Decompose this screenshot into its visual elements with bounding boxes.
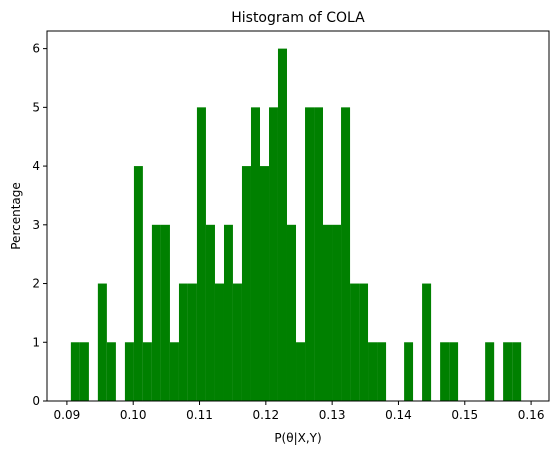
bar: [449, 342, 459, 401]
bar: [196, 107, 206, 401]
bar: [323, 224, 333, 401]
x-tick-label: 0.10: [120, 408, 147, 422]
bar: [277, 48, 287, 401]
bar: [296, 342, 306, 401]
bar: [133, 166, 143, 401]
bar: [404, 342, 414, 401]
bar: [178, 283, 188, 401]
bar: [223, 224, 233, 401]
x-tick-label: 0.12: [252, 408, 279, 422]
bar: [214, 283, 224, 401]
y-tick-label: 0: [32, 394, 40, 408]
bar: [232, 283, 242, 401]
y-axis-label: Percentage: [9, 182, 23, 250]
x-tick-label: 0.13: [319, 408, 346, 422]
x-tick-label: 0.14: [385, 408, 412, 422]
bar: [377, 342, 387, 401]
bar: [422, 283, 432, 401]
bar: [70, 342, 80, 401]
x-tick-label: 0.16: [518, 408, 545, 422]
bar: [106, 342, 116, 401]
y-tick-label: 5: [32, 100, 40, 114]
bar: [305, 107, 315, 401]
y-tick-label: 3: [32, 218, 40, 232]
bar: [485, 342, 495, 401]
bar: [269, 107, 278, 401]
x-axis-label: P(θ|X,Y): [274, 431, 321, 445]
bar: [79, 342, 89, 401]
y-tick-label: 2: [32, 277, 40, 291]
bar: [359, 283, 369, 401]
chart-title: Histogram of COLA: [231, 10, 365, 26]
bar: [151, 224, 161, 401]
bar: [440, 342, 450, 401]
bar: [286, 224, 297, 401]
x-tick-label: 0.15: [451, 408, 478, 422]
bar: [160, 224, 170, 401]
bar: [503, 342, 513, 401]
bar: [124, 342, 134, 401]
y-tick-label: 6: [32, 42, 40, 56]
x-tick-label: 0.11: [186, 408, 213, 422]
bar: [332, 224, 342, 401]
x-tick-label: 0.09: [54, 408, 81, 422]
bar: [142, 342, 152, 401]
bar: [205, 224, 215, 401]
bar: [341, 107, 351, 401]
bar: [241, 166, 251, 401]
bar: [97, 283, 107, 401]
bar: [512, 342, 522, 401]
bar: [260, 166, 270, 401]
bar: [350, 283, 360, 401]
bar: [187, 283, 197, 401]
bar: [169, 342, 179, 401]
y-tick-label: 1: [32, 335, 40, 349]
y-tick-label: 4: [32, 159, 40, 173]
bar: [314, 107, 324, 401]
bar: [250, 107, 261, 401]
plot-frame: [46, 30, 550, 402]
bar: [368, 342, 378, 401]
